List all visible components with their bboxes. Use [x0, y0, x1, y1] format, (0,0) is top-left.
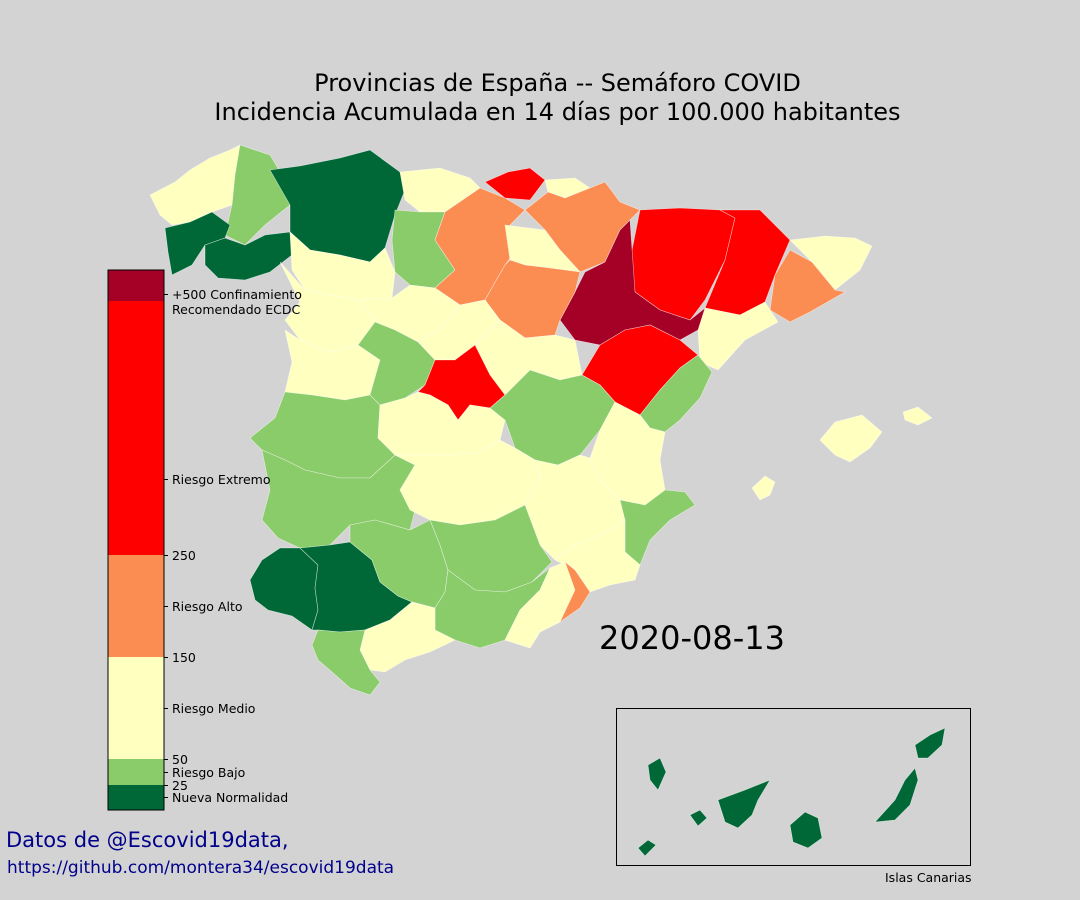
legend-tick-250: 250: [172, 548, 196, 563]
province-jaen: [429, 504, 553, 593]
province-mallorca: [819, 414, 883, 463]
colorbar-segment-confinamiento: [108, 270, 164, 301]
province-huelva: [249, 547, 319, 631]
colorbar-segment-riesgo-bajo: [108, 759, 164, 785]
legend-label-nueva-normalidad: Nueva Normalidad: [172, 790, 289, 805]
province-menorca: [902, 406, 933, 426]
legend-label-riesgo-alto: Riesgo Alto: [172, 599, 243, 614]
canarias-caption: Islas Canarias: [885, 870, 972, 885]
date-label: 2020-08-13: [599, 619, 785, 657]
tick-mark: [164, 606, 168, 607]
map-title: Provincias de España -- Semáforo COVID: [314, 69, 801, 97]
province-tarragona: [697, 301, 779, 371]
tick-mark: [164, 759, 168, 760]
tick-mark: [164, 785, 168, 786]
island-gran-canaria: [789, 811, 823, 849]
island-tenerife: [717, 779, 771, 829]
province-ibiza: [751, 475, 776, 501]
province-barcelona: [769, 249, 846, 323]
tick-mark: [164, 657, 168, 658]
legend-label-riesgo-medio: Riesgo Medio: [172, 701, 256, 716]
colorbar-segment-riesgo-medio: [108, 657, 164, 759]
province-cadiz: [311, 629, 381, 696]
tick-mark: [164, 479, 168, 480]
colorbar-frame: [107, 269, 165, 811]
legend-tick-25: 25: [172, 778, 188, 793]
province-badajoz: [261, 449, 416, 549]
legend-label-riesgo-extremo: Riesgo Extremo: [172, 472, 271, 487]
island-la-gomera: [689, 809, 708, 827]
province-galicia-norte: [149, 144, 241, 226]
colorbar-segment-riesgo-alto: [108, 555, 164, 657]
colorbar: [107, 269, 165, 811]
legend-tick-150: 150: [172, 650, 196, 665]
colorbar-segment-nueva-normalidad: [108, 785, 164, 810]
colorbar-segment-riesgo-extremo: [108, 301, 164, 555]
provinces-layer: [149, 144, 933, 696]
tick-mark: [164, 294, 168, 295]
province-almeria: [504, 561, 576, 649]
tick-mark: [164, 797, 168, 798]
map-subtitle: Incidencia Acumulada en 14 días por 100.…: [214, 98, 901, 126]
island-lanzarote: [914, 727, 946, 759]
legend-label-confinamiento: +500 Confinamiento: [172, 287, 302, 302]
tick-mark: [164, 555, 168, 556]
island-fuerteventura: [874, 767, 919, 823]
legend-label-ecdc: Recomendado ECDC: [172, 302, 301, 317]
legend-tick-50: 50: [172, 752, 188, 767]
canarias-islands: [637, 727, 946, 857]
canarias-inset-frame: [616, 708, 971, 866]
legend-label-riesgo-bajo: Riesgo Bajo: [172, 765, 246, 780]
island-la-palma: [647, 757, 667, 791]
tick-mark: [164, 708, 168, 709]
source-credit: Datos de @Escovid19data,: [6, 828, 289, 852]
province-leon: [289, 231, 396, 301]
source-url: https://github.com/montera34/escovid19da…: [7, 858, 395, 878]
island-el-hierro: [637, 839, 657, 857]
tick-mark: [164, 772, 168, 773]
